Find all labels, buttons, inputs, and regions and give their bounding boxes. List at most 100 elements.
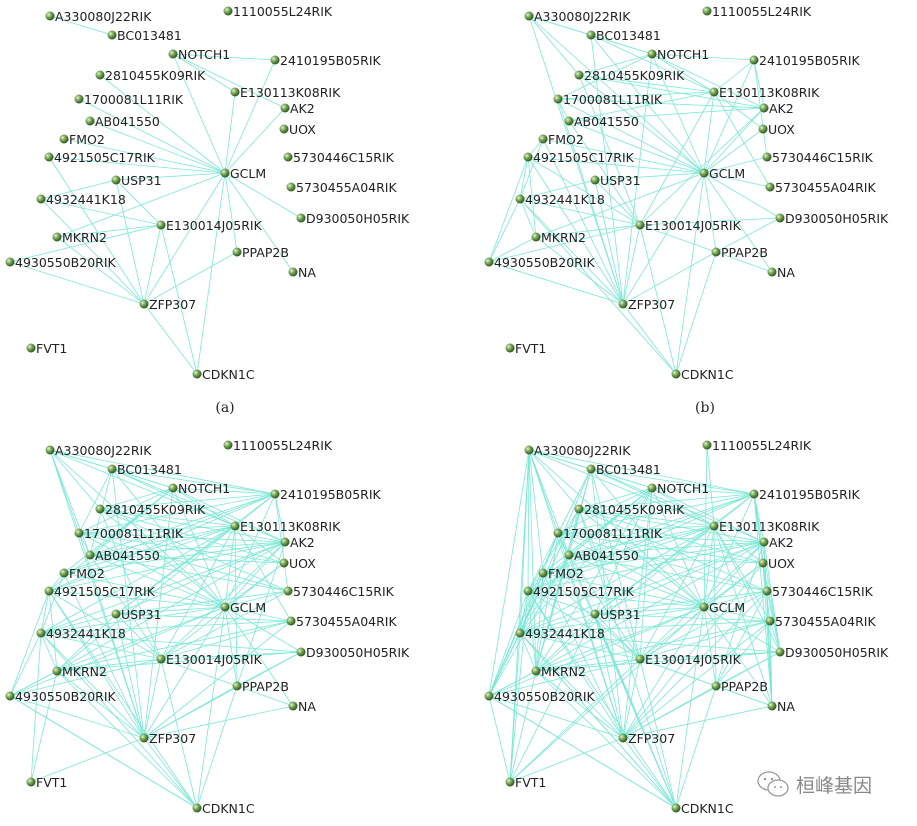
edge: [9, 695, 145, 739]
edge: [56, 620, 292, 672]
edge: [557, 53, 653, 100]
node-label: PPAP2B: [721, 245, 768, 260]
edge: [519, 554, 570, 634]
edge: [519, 525, 715, 634]
node: [586, 30, 596, 40]
node: [553, 528, 563, 538]
node: [762, 152, 772, 162]
node-label: 4921505C17RIK: [533, 150, 635, 165]
edge: [590, 34, 624, 305]
edge: [49, 449, 145, 739]
node: [523, 586, 533, 596]
edge: [622, 303, 677, 375]
node: [586, 464, 596, 474]
edge: [753, 493, 764, 564]
edge: [715, 620, 771, 687]
edge: [40, 613, 117, 634]
node-label: AB041550: [574, 114, 639, 129]
node: [758, 558, 768, 568]
node: [59, 568, 69, 578]
edge: [160, 658, 198, 809]
node-label: GCLM: [709, 166, 745, 181]
edge: [528, 449, 580, 510]
edge: [519, 156, 529, 200]
node-label: CDKN1C: [202, 367, 255, 382]
edge: [30, 737, 145, 783]
edge: [143, 487, 174, 739]
node-label: ZFP307: [149, 731, 196, 746]
edge: [639, 487, 653, 660]
node-label: 1700081L11RIK: [563, 526, 663, 541]
node: [699, 168, 709, 178]
node-label: AB041550: [95, 114, 160, 129]
edge: [509, 590, 529, 783]
node: [711, 247, 721, 257]
node-label: MKRN2: [62, 664, 107, 679]
edge: [519, 198, 677, 375]
network-panel-1: A330080J22RIK 1110055L24RIK BC013481 NOTCH1…: [5, 4, 410, 416]
node-label: BC013481: [596, 462, 661, 477]
node-label: 2410195B05RIK: [759, 487, 861, 502]
edge: [99, 508, 236, 527]
node-label: 2410195B05RIK: [759, 53, 861, 68]
node-label: PPAP2B: [242, 245, 289, 260]
edge: [224, 590, 289, 608]
edge: [675, 251, 717, 375]
edge: [622, 705, 773, 739]
node: [232, 681, 242, 691]
node: [574, 70, 584, 80]
edge: [639, 590, 768, 660]
node-label: PPAP2B: [242, 679, 289, 694]
panel-caption: (b): [695, 400, 715, 416]
node: [711, 681, 721, 691]
edge: [9, 590, 50, 697]
node-label: 4921505C17RIK: [54, 150, 156, 165]
edge: [535, 620, 771, 672]
node-label: 1110055L24RIK: [712, 438, 812, 453]
edge: [115, 606, 226, 615]
edge: [172, 487, 286, 543]
edge: [63, 493, 276, 574]
edge: [56, 541, 286, 672]
node-label: 1110055L24RIK: [233, 4, 333, 19]
edge: [590, 34, 653, 55]
edge: [115, 613, 292, 622]
edge: [40, 590, 50, 634]
edge: [519, 632, 537, 672]
node: [26, 777, 36, 787]
node-label: NOTCH1: [178, 481, 230, 496]
node-label: E130113K08RIK: [240, 519, 341, 534]
edge: [172, 53, 276, 61]
edge: [528, 15, 705, 174]
node-label: NA: [298, 699, 316, 714]
node-label: UOX: [289, 556, 316, 571]
edge: [40, 198, 162, 226]
edge: [48, 590, 198, 809]
node-label: E130113K08RIK: [719, 519, 820, 534]
edge: [639, 562, 764, 660]
node-label: USP31: [121, 173, 162, 188]
edge: [527, 156, 624, 305]
node: [192, 369, 202, 379]
edge: [519, 606, 705, 634]
edge: [49, 449, 226, 608]
edge: [78, 487, 174, 534]
edge: [651, 53, 765, 109]
edge: [89, 525, 236, 556]
node-label: PPAP2B: [721, 679, 768, 694]
edge: [639, 525, 715, 660]
node: [111, 609, 121, 619]
node: [296, 647, 306, 657]
edge: [703, 172, 771, 188]
edge: [622, 737, 677, 809]
edge: [651, 487, 755, 495]
node-label: 2810455K09RIK: [105, 502, 206, 517]
edge: [590, 34, 715, 93]
edge: [160, 658, 238, 687]
edge: [143, 658, 162, 739]
edge: [622, 172, 705, 305]
edge: [274, 493, 286, 543]
edge: [9, 224, 162, 263]
edge: [488, 261, 624, 305]
node: [280, 537, 290, 547]
